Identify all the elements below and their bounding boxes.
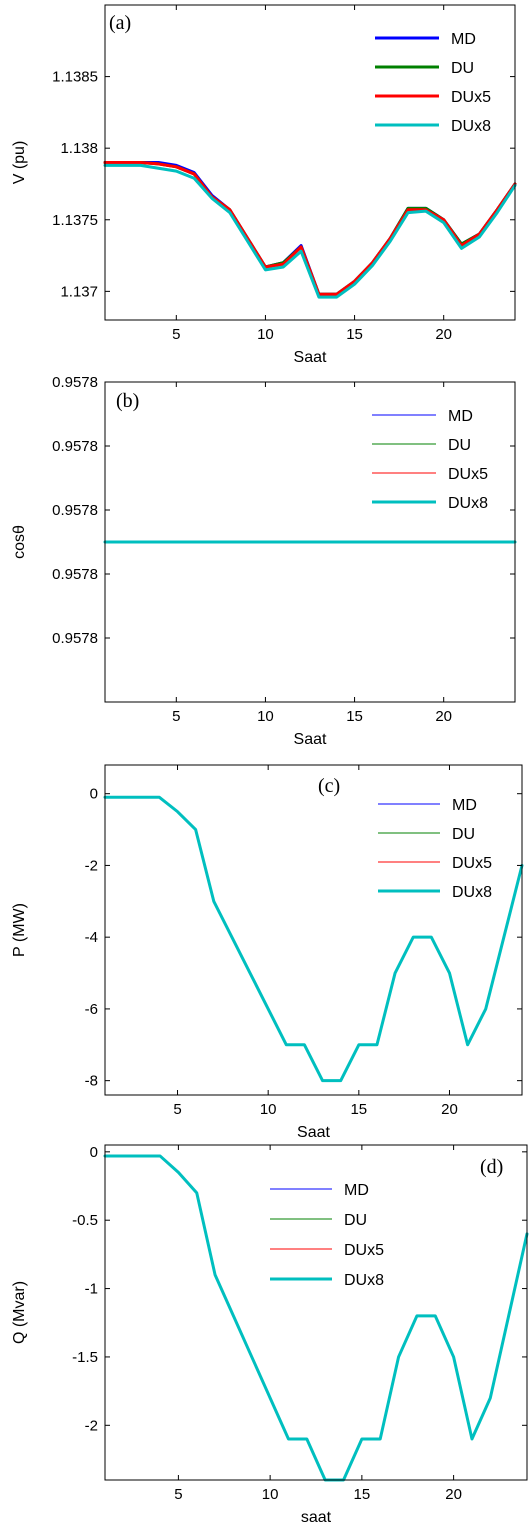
y-tick-label: -8 [85,1073,98,1090]
x-tick-label: 20 [435,326,452,343]
x-tick-label: 10 [257,326,274,343]
legend-label-du: DU [344,1212,367,1229]
y-tick-label: -1.5 [72,1349,98,1366]
legend-label-dux8: DUx8 [451,118,491,135]
y-tick-label: 0.9578 [52,374,98,391]
x-tick-label: 5 [173,1101,181,1118]
y-tick-label: -0.5 [72,1212,98,1229]
legend-label-dux5: DUx5 [344,1242,384,1259]
legend-label-dux5: DUx5 [452,855,492,872]
x-tick-label: 10 [257,708,274,725]
y-tick-label: 0.9578 [52,502,98,519]
legend-label-md: MD [344,1182,369,1199]
x-tick-label: 20 [435,708,452,725]
x-tick-label: 15 [354,1486,371,1503]
plot-area-frame [104,1144,528,1481]
y-tick-label: 1.137 [60,283,98,300]
panel-label: (d) [480,1156,503,1178]
x-tick-label: 15 [346,708,363,725]
y-tick-label: 0 [90,1144,98,1161]
y-axis-label: cosθ [11,525,28,559]
x-tick-label: 10 [262,1486,279,1503]
x-axis-label: Saat [297,1124,330,1141]
panel-label: (a) [109,12,131,34]
legend-label-md: MD [452,797,477,814]
chart-panel-3: 5 10 15 20 0 -2 -4 -6 -8 Saat P (MW) (c) MD DU DUx5 DUx… [11,764,524,1141]
y-tick-label: -1 [85,1281,98,1298]
x-axis-label: saat [301,1509,332,1522]
legend-label-dux8: DUx8 [448,495,488,512]
legend-label-dux5: DUx5 [451,89,491,106]
legend: MD DU DUx5 DUx8 [375,31,491,135]
y-tick-label: -2 [85,1417,98,1434]
y-tick-label: 1.1375 [52,212,98,229]
x-tick-label: 10 [260,1101,277,1118]
series-line-dux8 [103,795,524,1083]
legend-label-du: DU [452,826,475,843]
chart-panel-4: 5 10 15 20 0 -0.5 -1 -1.5 -2 saat Q (Mvar) (d) MD DU D… [11,1144,529,1522]
x-axis-label: Saat [294,349,327,366]
y-tick-label: -4 [85,929,98,946]
panel-label: (c) [318,775,340,797]
x-tick-label: 5 [172,326,180,343]
legend: MD DU DUx5 DUx8 [372,408,488,512]
legend: MD DU DUx5 DUx8 [378,797,492,901]
y-tick-label: 0.9578 [52,566,98,583]
y-tick-label: -6 [85,1001,98,1018]
panel-label: (b) [116,390,139,412]
y-axis-label: P (MW) [11,903,28,957]
y-tick-label: 1.138 [60,140,98,157]
x-tick-label: 20 [441,1101,458,1118]
legend-label-md: MD [451,31,476,48]
legend-label-du: DU [448,437,471,454]
x-tick-label: 5 [174,1486,182,1503]
chart-panel-1: 5 10 15 20 1.137 1.1375 1.138 1.1385 Saat V (pu) (… [11,4,517,366]
y-tick-label: 1.1385 [52,69,98,86]
y-axis-label: Q (Mvar) [11,1281,28,1344]
plot-area-frame [104,764,523,1096]
legend-label-md: MD [448,408,473,425]
plot-area-frame [104,4,516,321]
legend-label-dux8: DUx8 [452,884,492,901]
x-tick-label: 15 [350,1101,367,1118]
x-axis-label: Saat [294,731,327,748]
legend-label-dux5: DUx5 [448,466,488,483]
chart-panel-2: 5 10 15 20 0.9578 0.9578 0.9578 0.9578 0.9578 Saa… [11,374,517,748]
legend-label-dux8: DUx8 [344,1272,384,1289]
y-axis-label: V (pu) [11,141,28,185]
legend-label-du: DU [451,60,474,77]
legend: MD DU DUx5 DUx8 [270,1182,384,1289]
x-tick-label: 20 [445,1486,462,1503]
plot-area-frame [104,381,516,703]
y-tick-label: -2 [85,857,98,874]
y-tick-label: 0.9578 [52,438,98,455]
series-line-dux8 [103,1154,529,1482]
x-tick-label: 15 [346,326,363,343]
y-tick-label: 0 [90,786,98,803]
y-tick-label: 0.9578 [52,630,98,647]
x-tick-label: 5 [172,708,180,725]
series-line-dux8 [103,163,517,299]
